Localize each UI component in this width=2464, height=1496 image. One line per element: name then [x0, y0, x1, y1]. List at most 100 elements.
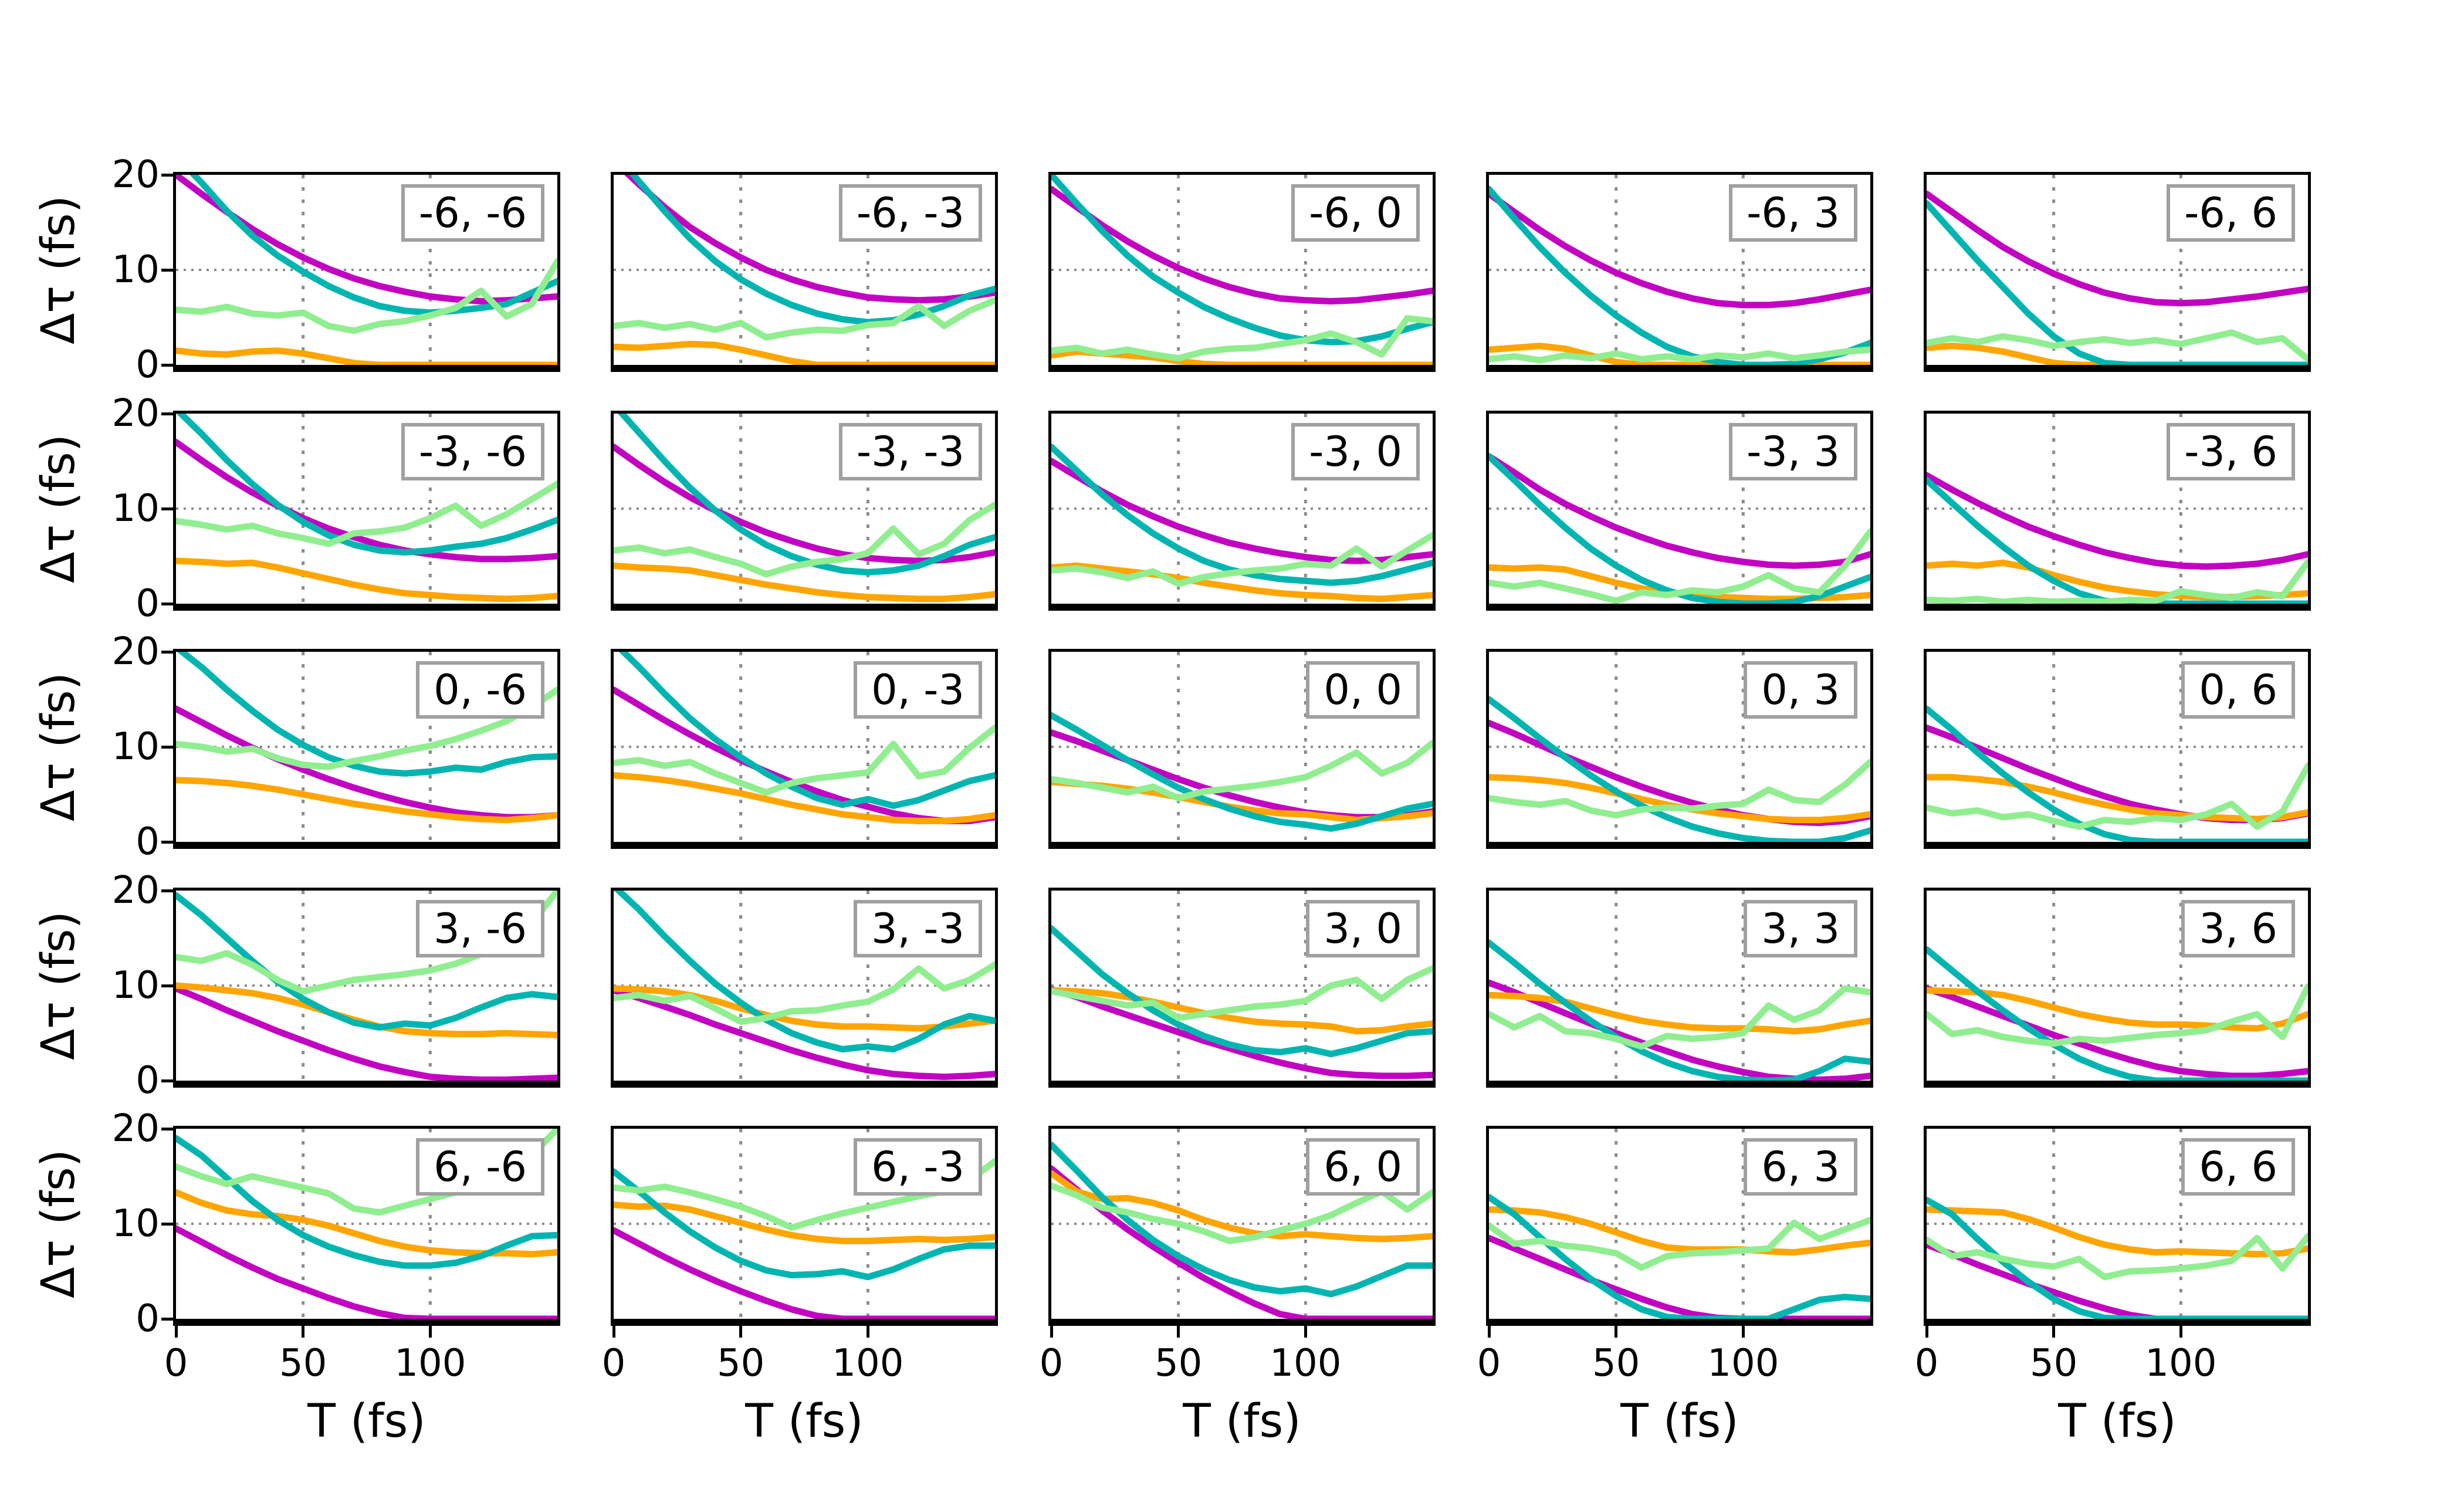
xtick-label: 100 [1707, 1342, 1779, 1385]
xtick-mark [1304, 1326, 1307, 1338]
chart-canvas [1051, 414, 1433, 604]
series-line-teal [618, 652, 995, 809]
x-axis-label: T (fs) [1620, 1395, 1739, 1448]
chart-canvas [1051, 652, 1433, 842]
series-line-magenta [614, 987, 995, 1080]
series-line-green [1489, 985, 1870, 1050]
subplot-3,3: 3, 3 [1486, 888, 1873, 1088]
panel-label: -6, -6 [401, 184, 544, 242]
series-line-green [1927, 329, 2308, 363]
ytick-mark [161, 889, 173, 892]
subplot-0,3: 0, 3 [1486, 649, 1873, 849]
chart-canvas [176, 652, 557, 842]
subplot-0,-6: 0, -6 [173, 649, 560, 849]
series-line-orange [614, 340, 995, 365]
subplot-3,0: 3, 0 [1048, 888, 1436, 1088]
panel-label: 3, 0 [1306, 900, 1420, 958]
series-line-green [1051, 315, 1433, 362]
series-line-green [614, 297, 995, 341]
ytick-label: 10 [111, 487, 160, 530]
xtick-label: 0 [601, 1342, 626, 1385]
xtick-mark [174, 1326, 178, 1338]
xtick-label: 100 [832, 1342, 904, 1385]
series-line-orange [614, 985, 995, 1032]
subplot--6,0: -6, 0 [1048, 172, 1436, 372]
series-line-magenta [1489, 1234, 1870, 1319]
subplot-0,0: 0, 0 [1048, 649, 1436, 849]
panel-label: 3, 3 [1744, 900, 1857, 958]
xtick-label: 0 [1477, 1342, 1501, 1385]
xtick-label: 100 [394, 1342, 466, 1385]
xtick-mark [1741, 1326, 1745, 1338]
series-line-magenta [614, 1227, 995, 1319]
chart-canvas [1051, 175, 1433, 365]
subplot-6,6: 6, 6 [1924, 1126, 2311, 1326]
ytick-mark [161, 840, 173, 844]
series-line-orange [176, 557, 557, 603]
series-line-orange [614, 772, 995, 824]
subplot-6,3: 6, 3 [1486, 1126, 1873, 1326]
series-line-green [1927, 559, 2308, 604]
subplot--3,-6: -3, -6 [173, 411, 560, 611]
xtick-label: 0 [164, 1342, 188, 1385]
xtick-mark [1050, 1326, 1053, 1338]
ytick-label: 10 [111, 964, 160, 1007]
subplot-3,-3: 3, -3 [611, 888, 998, 1088]
series-line-orange [1051, 1170, 1433, 1243]
series-line-green [176, 480, 557, 547]
xtick-mark [1177, 1326, 1180, 1338]
chart-canvas [1489, 414, 1870, 604]
panel-label: -3, 0 [1291, 423, 1420, 481]
subplot--3,3: -3, 3 [1486, 411, 1873, 611]
xtick-label: 100 [2145, 1342, 2217, 1385]
series-line-teal [1489, 1194, 1870, 1319]
series-line-magenta [1489, 190, 1870, 309]
series-line-magenta [176, 705, 557, 821]
ytick-mark [161, 602, 173, 605]
xtick-label: 50 [1592, 1342, 1640, 1385]
ytick-mark [161, 984, 173, 987]
series-line-teal [1489, 696, 1870, 842]
panel-label: 6, -6 [416, 1138, 544, 1196]
chart-canvas [614, 891, 995, 1081]
ytick-mark [161, 412, 173, 415]
series-line-teal [1489, 185, 1870, 365]
ytick-mark [161, 1222, 173, 1226]
series-line-teal [1051, 175, 1433, 346]
series-line-teal [176, 1135, 557, 1269]
ytick-mark [161, 745, 173, 749]
chart-canvas [614, 175, 995, 365]
chart-canvas [1489, 1129, 1870, 1319]
subplot-0,-3: 0, -3 [611, 649, 998, 849]
chart-canvas [614, 1129, 995, 1319]
xtick-mark [2052, 1326, 2056, 1338]
series-line-green [1489, 1217, 1870, 1271]
chart-canvas [614, 414, 995, 604]
series-line-magenta [176, 439, 557, 563]
subplot--6,6: -6, 6 [1924, 172, 2311, 372]
series-line-magenta [1489, 979, 1870, 1081]
series-line-green [1927, 983, 2308, 1047]
series-line-magenta [1051, 185, 1433, 304]
series-line-orange [176, 347, 557, 365]
subplot--3,0: -3, 0 [1048, 411, 1436, 611]
chart-canvas [1927, 891, 2308, 1081]
ytick-label: 10 [111, 1202, 160, 1245]
ytick-label: 0 [136, 582, 160, 625]
panel-label: -3, -3 [838, 423, 982, 481]
series-line-green [1927, 762, 2308, 830]
x-axis-label: T (fs) [745, 1395, 864, 1448]
series-line-teal [1927, 1197, 2308, 1319]
series-line-orange [614, 1201, 995, 1244]
series-line-teal [176, 414, 557, 556]
xtick-label: 50 [1154, 1342, 1203, 1385]
panel-label: 3, -3 [854, 900, 982, 958]
series-line-green [176, 258, 557, 334]
series-line-green [614, 725, 995, 796]
panel-label: 6, 6 [2181, 1138, 2295, 1196]
xtick-mark [866, 1326, 869, 1338]
ytick-mark [161, 1317, 173, 1321]
series-line-orange [1927, 343, 2308, 365]
panel-label: -6, 0 [1291, 184, 1420, 242]
series-line-magenta [176, 1225, 557, 1319]
